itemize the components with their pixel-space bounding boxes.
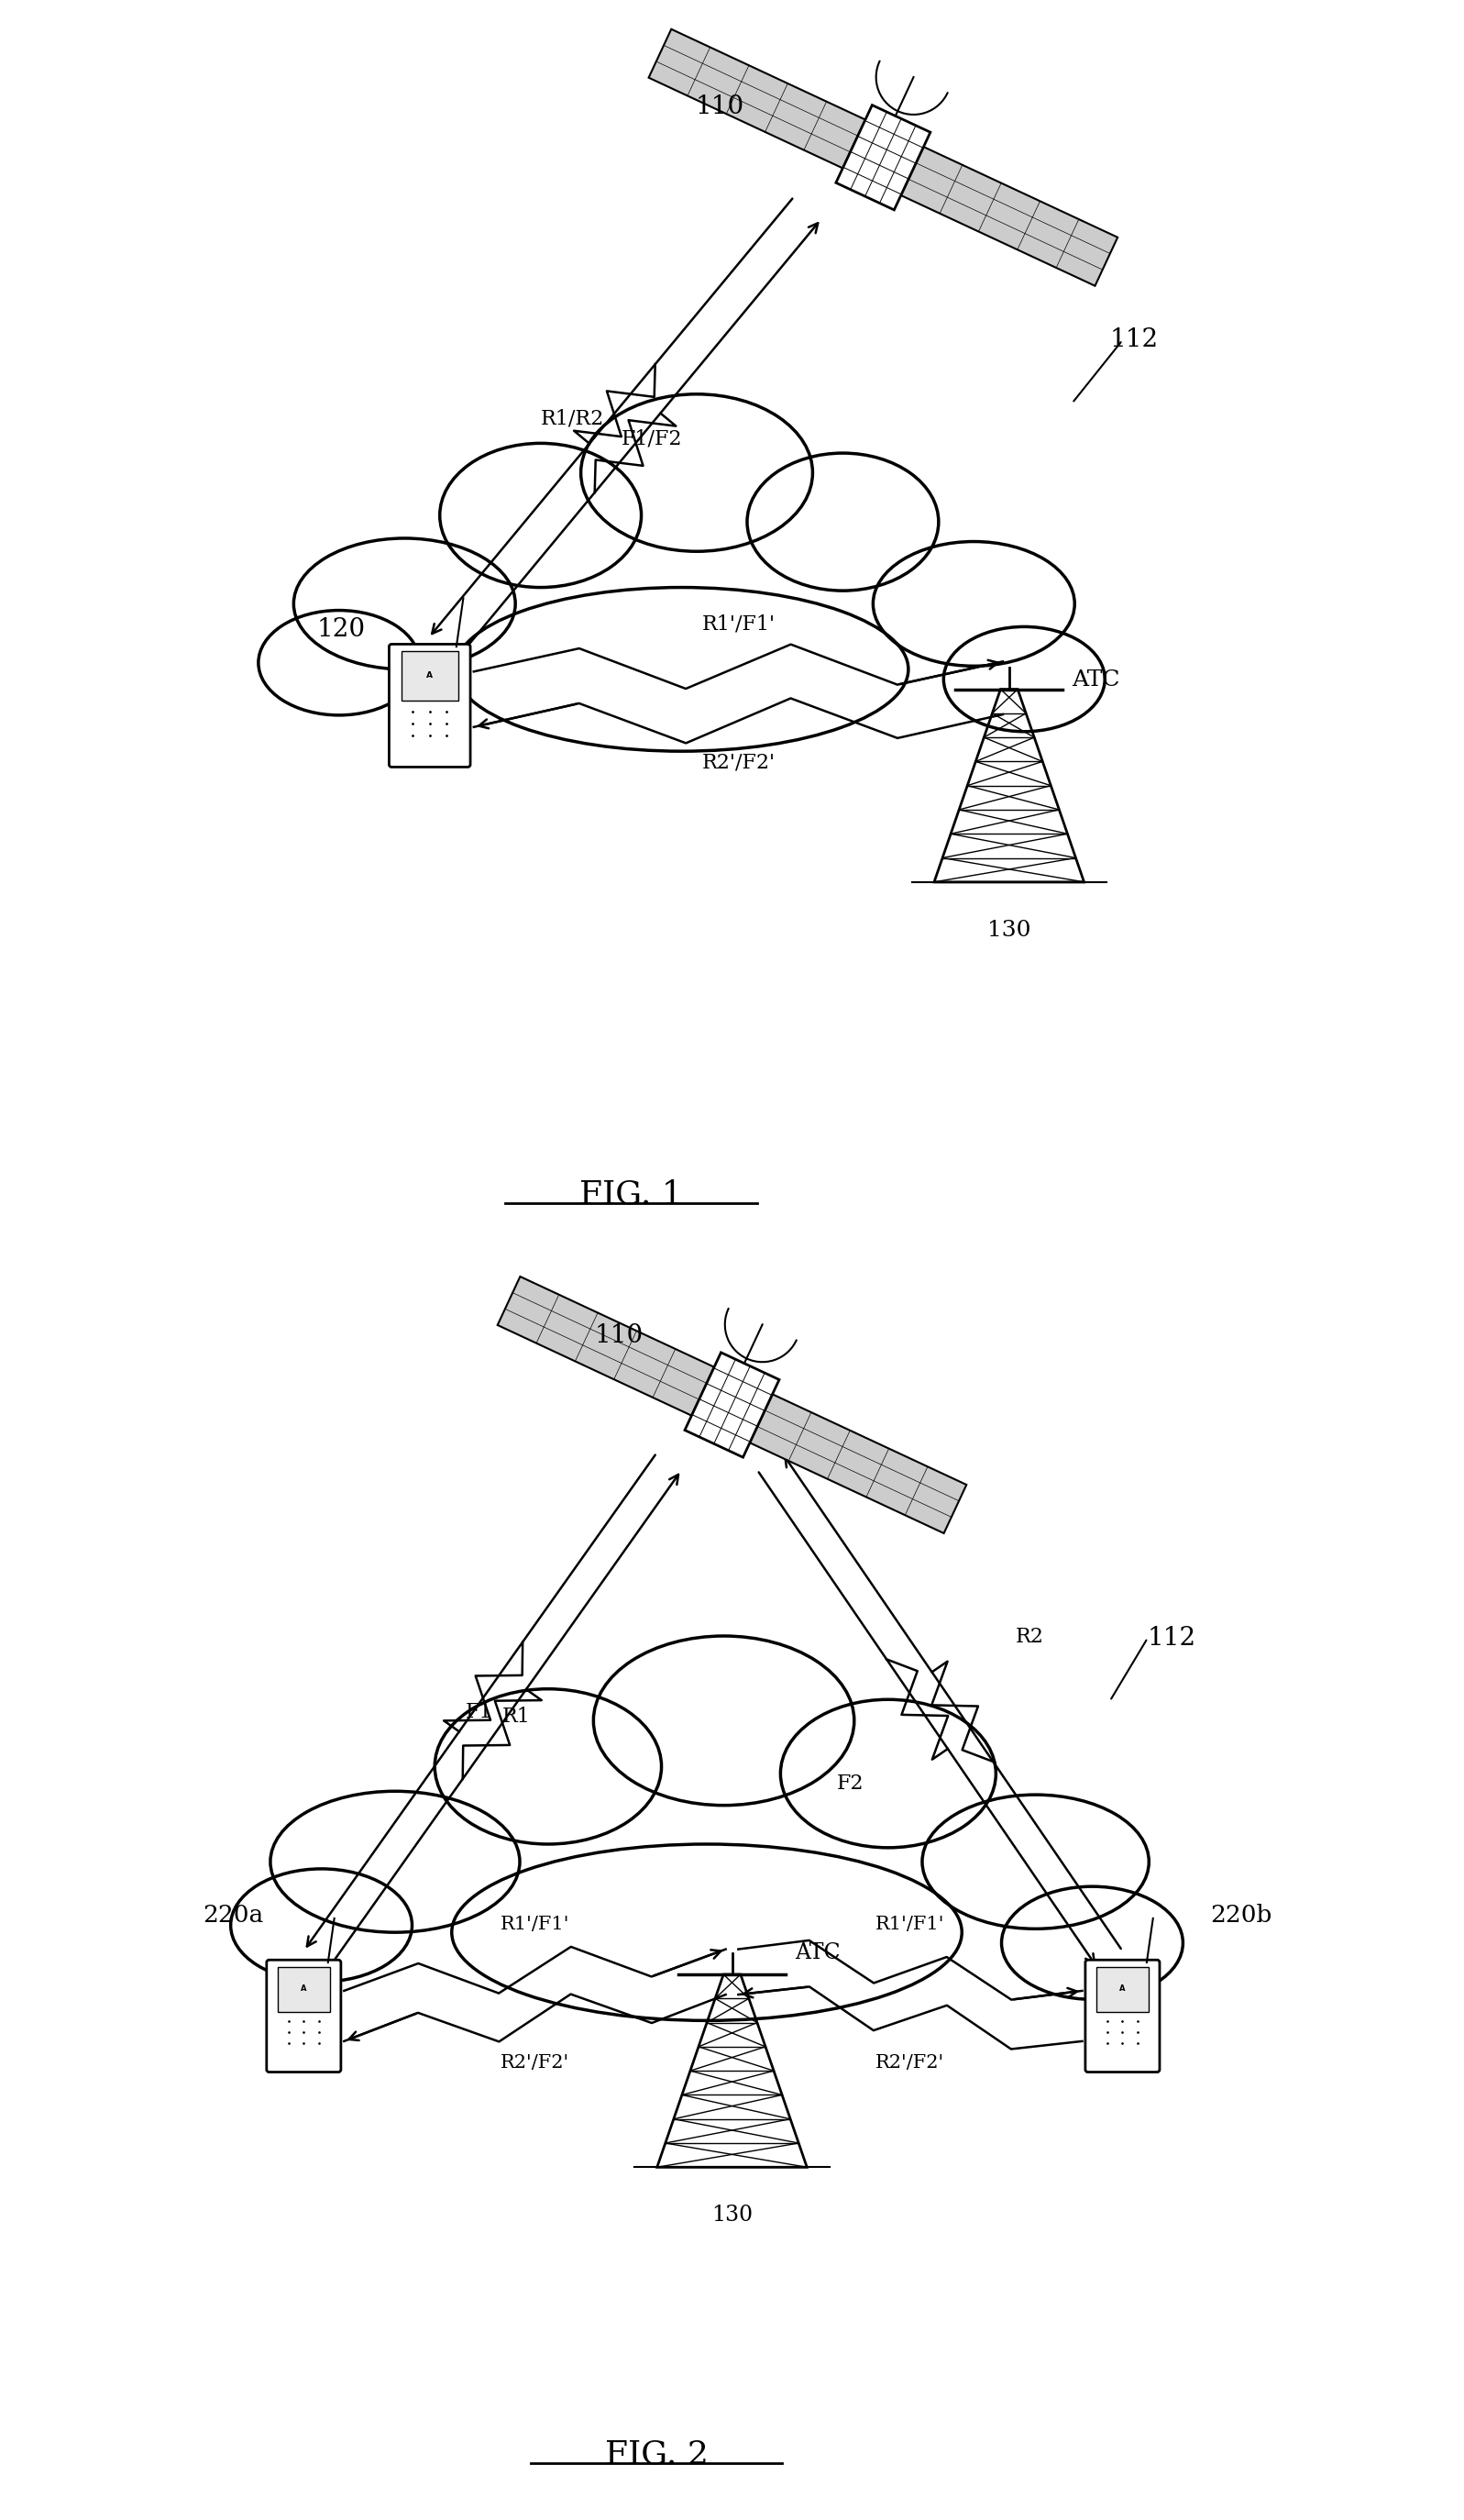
Bar [278, 1966, 329, 2011]
Text: R1'/F1': R1'/F1' [501, 1915, 569, 1933]
Polygon shape [750, 1394, 966, 1532]
Polygon shape [498, 1278, 714, 1416]
Bar [401, 650, 458, 701]
Ellipse shape [873, 542, 1075, 665]
Ellipse shape [455, 587, 908, 751]
Ellipse shape [780, 1698, 996, 1847]
Text: 130: 130 [987, 920, 1031, 940]
Polygon shape [836, 106, 930, 209]
Ellipse shape [259, 610, 420, 716]
Text: F1/F2: F1/F2 [622, 428, 682, 449]
Polygon shape [649, 30, 865, 169]
FancyBboxPatch shape [266, 1961, 341, 2071]
Bar [1097, 1966, 1148, 2011]
Ellipse shape [581, 393, 813, 552]
Text: 110: 110 [695, 96, 744, 118]
Text: A: A [426, 670, 433, 678]
Ellipse shape [435, 1688, 662, 1845]
Ellipse shape [593, 1635, 854, 1804]
Text: 112: 112 [1148, 1625, 1196, 1651]
Text: FIG. 1: FIG. 1 [580, 1179, 684, 1210]
Ellipse shape [747, 454, 938, 590]
Text: ATC: ATC [795, 1943, 840, 1963]
Text: 220a: 220a [203, 1903, 264, 1928]
Text: 120: 120 [316, 617, 365, 643]
Text: FIG. 2: FIG. 2 [605, 2439, 709, 2470]
Text: F2: F2 [836, 1774, 864, 1794]
Ellipse shape [1001, 1887, 1183, 1998]
Text: R1'/F1': R1'/F1' [701, 612, 774, 635]
FancyBboxPatch shape [1085, 1961, 1159, 2071]
Ellipse shape [944, 627, 1105, 731]
Ellipse shape [439, 444, 641, 587]
Text: R1: R1 [502, 1706, 531, 1726]
Ellipse shape [294, 539, 515, 670]
Polygon shape [900, 146, 1117, 285]
Text: 112: 112 [1110, 328, 1158, 353]
Text: F1: F1 [466, 1701, 492, 1721]
Text: R2'/F2': R2'/F2' [875, 2054, 944, 2071]
Ellipse shape [452, 1845, 962, 2021]
Polygon shape [685, 1353, 779, 1457]
Text: R2'/F2': R2'/F2' [501, 2054, 569, 2071]
Ellipse shape [231, 1870, 411, 1981]
Text: R1'/F1': R1'/F1' [875, 1915, 944, 1933]
Text: ATC: ATC [1072, 670, 1120, 690]
Text: R2'/F2': R2'/F2' [701, 751, 774, 774]
Text: A: A [300, 1983, 307, 1993]
Ellipse shape [271, 1792, 520, 1933]
Text: R1/R2: R1/R2 [540, 408, 605, 428]
Text: 130: 130 [712, 2205, 752, 2225]
Text: R2: R2 [1016, 1628, 1044, 1648]
FancyBboxPatch shape [389, 645, 470, 766]
Text: A: A [1120, 1983, 1126, 1993]
Ellipse shape [922, 1794, 1149, 1928]
Text: 110: 110 [594, 1323, 643, 1348]
Text: 220b: 220b [1211, 1903, 1272, 1928]
